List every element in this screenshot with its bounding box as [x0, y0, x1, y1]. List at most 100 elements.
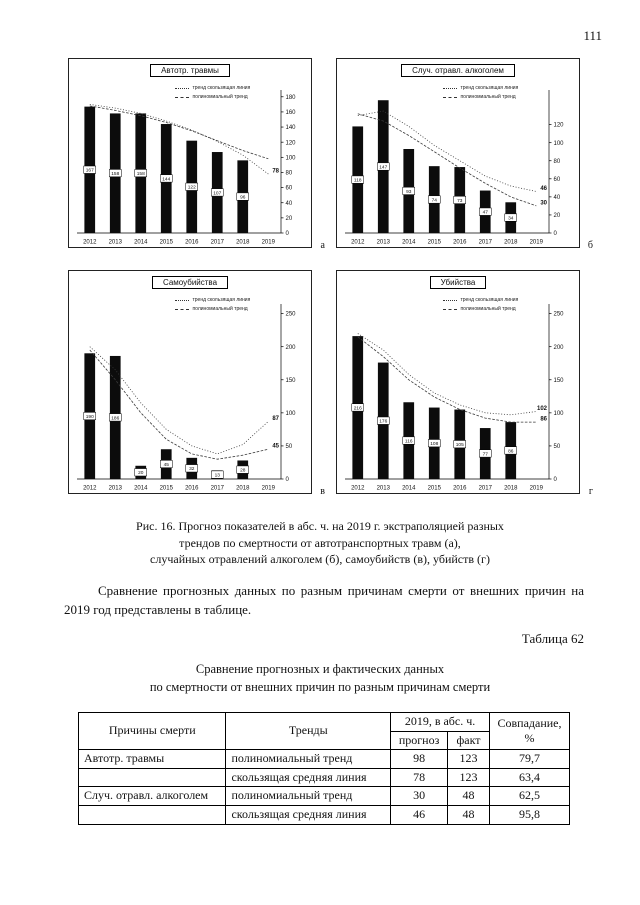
svg-text:2013: 2013	[377, 240, 391, 246]
chart-title: Самоубийства	[151, 276, 229, 289]
svg-text:60: 60	[286, 186, 293, 192]
svg-text:46: 46	[540, 186, 547, 192]
figure-caption-line: случайных отравлений алкоголем (б), само…	[150, 552, 490, 567]
svg-text:200: 200	[554, 345, 565, 351]
legend-label: тренд скользящая линия	[460, 297, 519, 303]
svg-text:2019: 2019	[262, 240, 276, 246]
table-header-forecast: прогноз	[390, 730, 449, 751]
svg-text:40: 40	[554, 195, 561, 201]
table-title-line: Сравнение прогнозных и фактических данны…	[195, 662, 445, 676]
svg-text:100: 100	[554, 141, 565, 147]
svg-text:102: 102	[537, 406, 548, 412]
panel-letter-v: в	[320, 486, 325, 497]
svg-text:100: 100	[286, 411, 297, 417]
svg-text:186: 186	[111, 415, 119, 421]
table-cell: полиномиальный тренд	[225, 749, 392, 769]
svg-text:150: 150	[286, 378, 297, 384]
svg-text:0: 0	[286, 477, 290, 483]
legend-entry: полиномиальный тренд	[443, 93, 518, 102]
svg-text:20: 20	[286, 216, 293, 222]
moving-trend-line-icon	[443, 88, 458, 89]
svg-text:2018: 2018	[504, 240, 518, 246]
legend-entry: тренд скользящая линия	[443, 296, 518, 305]
table-cell: 62,5	[489, 786, 570, 806]
svg-text:118: 118	[354, 178, 362, 184]
svg-text:2014: 2014	[134, 486, 148, 492]
svg-text:105: 105	[456, 442, 464, 448]
svg-text:30: 30	[540, 200, 547, 206]
legend-label: тренд скользящая линия	[192, 297, 251, 303]
table-cell: 123	[447, 767, 490, 788]
svg-text:2016: 2016	[453, 240, 467, 246]
legend-label: полиномиальный тренд	[460, 94, 516, 100]
legend-entry: полиномиальный тренд	[175, 93, 250, 102]
table-header-fact: факт	[447, 730, 490, 751]
svg-text:60: 60	[554, 177, 561, 183]
svg-text:2015: 2015	[160, 240, 174, 246]
table-header-row: Причины смерти Тренды 2019, в абс. ч. Со…	[77, 711, 570, 751]
svg-text:2013: 2013	[109, 486, 123, 492]
svg-text:0: 0	[554, 231, 558, 237]
chart-legend: тренд скользящая линия полиномиальный тре…	[175, 296, 250, 314]
table-cell: 30	[390, 786, 449, 806]
svg-text:2019: 2019	[530, 486, 544, 492]
svg-text:74: 74	[432, 197, 438, 203]
legend-entry: тренд скользящая линия	[443, 84, 518, 93]
chart-title: Автотр. травмы	[150, 64, 230, 77]
polynomial-trend-line-icon	[175, 97, 190, 98]
comparison-table-body: Автотр. травмы полиномиальный тренд 98 123 7…	[77, 749, 570, 825]
svg-text:250: 250	[554, 312, 565, 318]
svg-text:45: 45	[272, 444, 279, 450]
polynomial-trend-line-icon	[443, 309, 458, 310]
svg-text:120: 120	[286, 140, 297, 146]
svg-text:2018: 2018	[236, 240, 250, 246]
svg-text:160: 160	[286, 110, 297, 116]
table-title-line: по смертности от внешних причин по разны…	[149, 680, 491, 695]
svg-text:13: 13	[215, 473, 221, 479]
table-cell: 123	[447, 749, 490, 769]
svg-text:122: 122	[188, 185, 196, 191]
svg-text:93: 93	[406, 189, 412, 195]
body-paragraph: Сравнение прогнозных данных по разным пр…	[64, 583, 584, 617]
svg-text:28: 28	[240, 468, 246, 474]
svg-text:2018: 2018	[504, 486, 518, 492]
svg-text:2018: 2018	[236, 486, 250, 492]
chart-murders: Убийства тренд скользящая линия полиномиа…	[336, 270, 580, 494]
svg-text:107: 107	[213, 190, 221, 196]
svg-text:2019: 2019	[262, 486, 276, 492]
table-cell	[77, 767, 227, 788]
svg-text:176: 176	[379, 419, 387, 425]
table-cell	[77, 804, 227, 825]
table-header-trends: Тренды	[225, 711, 392, 751]
svg-text:0: 0	[554, 477, 558, 483]
polynomial-trend-line-icon	[443, 97, 458, 98]
legend-entry: тренд скользящая линия	[175, 84, 250, 93]
table-row: Автотр. травмы полиномиальный тренд 98 123 7…	[77, 749, 570, 769]
table-cell: полиномиальный тренд	[225, 786, 392, 806]
svg-text:2013: 2013	[377, 486, 391, 492]
svg-text:47: 47	[483, 210, 489, 216]
svg-text:80: 80	[286, 171, 293, 177]
svg-text:2014: 2014	[402, 486, 416, 492]
svg-text:34: 34	[508, 215, 514, 221]
legend-label: полиномиальный тренд	[460, 306, 516, 312]
svg-text:78: 78	[272, 168, 279, 174]
svg-text:216: 216	[354, 405, 362, 411]
svg-text:158: 158	[111, 171, 119, 177]
svg-text:2017: 2017	[211, 486, 225, 492]
svg-text:120: 120	[554, 123, 565, 129]
svg-text:2014: 2014	[134, 240, 148, 246]
table-cell: 95,8	[489, 804, 570, 825]
page-number: 111	[583, 28, 602, 43]
svg-text:150: 150	[554, 378, 565, 384]
table-header-match: Совпадание, %	[489, 711, 570, 751]
legend-entry: тренд скользящая линия	[175, 296, 250, 305]
svg-text:2016: 2016	[453, 486, 467, 492]
table-cell: Случ. отравл. алкоголем	[77, 786, 227, 806]
svg-text:180: 180	[286, 95, 297, 101]
legend-label: тренд скользящая линия	[460, 85, 519, 91]
svg-text:2017: 2017	[479, 486, 493, 492]
svg-text:73: 73	[457, 198, 463, 204]
comparison-table: Причины смерти Тренды 2019, в абс. ч. Со…	[77, 711, 570, 825]
legend-entry: полиномиальный тренд	[175, 305, 250, 314]
